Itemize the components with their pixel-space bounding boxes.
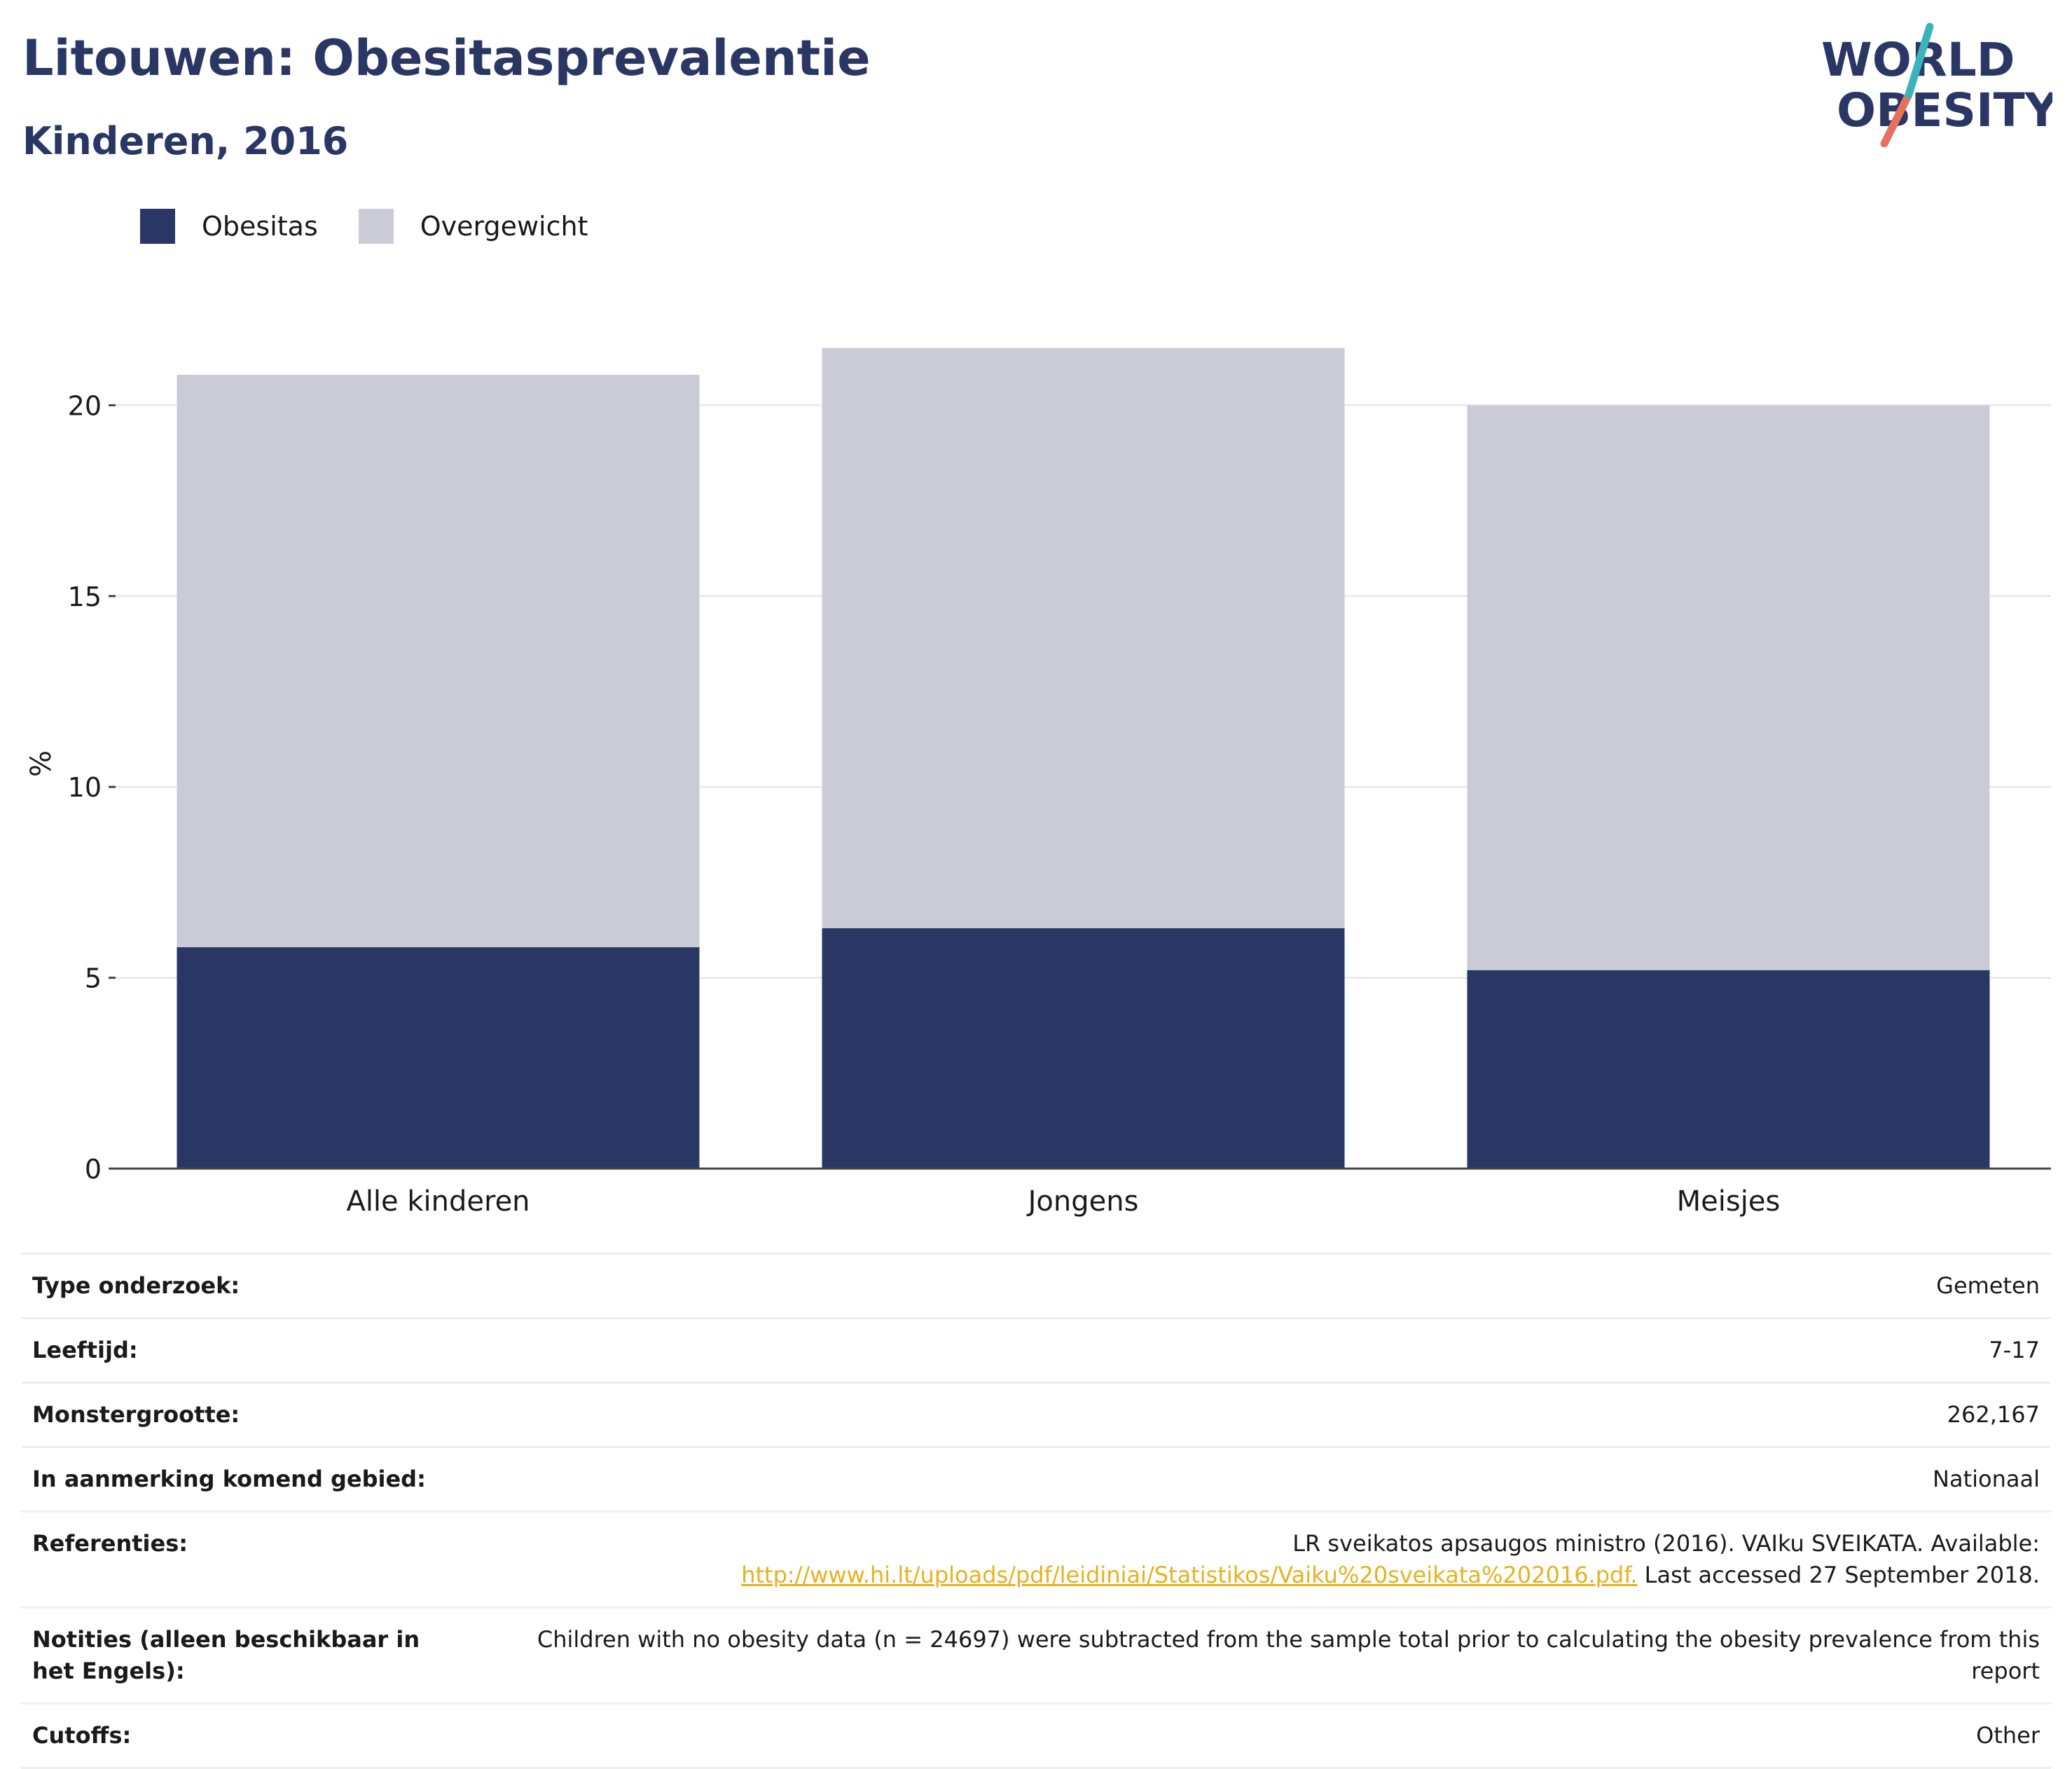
meta-value: Nationaal <box>478 1446 2051 1512</box>
legend-item-obesity[interactable]: Obesitas <box>140 209 318 244</box>
legend-swatch-overweight <box>358 209 394 244</box>
y-axis-ticks: 0 5 10 15 20 <box>68 390 116 1185</box>
meta-row-notes: Notities (alleen beschikbaar in het Enge… <box>21 1606 2051 1704</box>
metadata-table: Type onderzoek: Gemeten Leeftijd: 7-17 M… <box>21 1253 2051 1769</box>
meta-key: Type onderzoek: <box>21 1253 478 1319</box>
meta-key: Notities (alleen beschikbaar in het Enge… <box>21 1606 478 1704</box>
page-title: Litouwen: Obesitasprevalentie <box>22 29 871 87</box>
y-tick-label: 20 <box>68 390 102 421</box>
svg-text:OBESITY: OBESITY <box>1837 83 2052 137</box>
bar-overweight[interactable] <box>1467 405 1990 970</box>
meta-key: Referenties: <box>21 1510 478 1608</box>
world-obesity-logo: WORLD OBESITY <box>1821 22 2052 147</box>
meta-value: LR sveikatos apsaugos ministro (2016). V… <box>478 1510 2051 1608</box>
y-tick-label: 15 <box>68 581 102 612</box>
legend-label-overweight: Overgewicht <box>420 211 588 242</box>
x-tick-label: Alle kinderen <box>346 1185 530 1218</box>
meta-row-references: Referenties: LR sveikatos apsaugos minis… <box>21 1510 2051 1608</box>
reference-accessed: Last accessed 27 September 2018. <box>1637 1562 2040 1588</box>
reference-link[interactable]: http://www.hi.lt/uploads/pdf/leidiniai/S… <box>741 1562 1638 1588</box>
legend-item-overweight[interactable]: Overgewicht <box>358 209 588 244</box>
y-tick-label: 5 <box>85 963 102 994</box>
meta-key: Cutoffs: <box>21 1702 478 1769</box>
y-tick-label: 0 <box>85 1154 102 1185</box>
x-axis-ticks: Alle kinderen Jongens Meisjes <box>346 1185 1780 1218</box>
meta-row-age: Leeftijd: 7-17 <box>21 1317 2051 1383</box>
meta-key: In aanmerking komend gebied: <box>21 1446 478 1512</box>
chart-bars <box>177 347 1990 1169</box>
y-axis-label: % <box>25 750 57 777</box>
meta-value: Children with no obesity data (n = 24697… <box>478 1606 2051 1704</box>
chart-legend: Obesitas Overgewicht <box>140 209 629 244</box>
x-tick-label: Meisjes <box>1677 1185 1781 1218</box>
legend-label-obesity: Obesitas <box>202 211 318 242</box>
meta-value: Other <box>478 1702 2051 1769</box>
y-tick-label: 10 <box>68 772 102 803</box>
x-tick-label: Jongens <box>1026 1185 1139 1218</box>
meta-key: Leeftijd: <box>21 1317 478 1383</box>
bar-obesity[interactable] <box>1467 970 1990 1169</box>
bar-overweight[interactable] <box>822 347 1345 928</box>
reference-text: LR sveikatos apsaugos ministro (2016). V… <box>1292 1530 2040 1557</box>
meta-row-sample-size: Monstergrootte: 262,167 <box>21 1382 2051 1447</box>
meta-row-survey-type: Type onderzoek: Gemeten <box>21 1253 2051 1319</box>
meta-row-area: In aanmerking komend gebied: Nationaal <box>21 1446 2051 1512</box>
bar-obesity[interactable] <box>177 947 700 1169</box>
legend-swatch-obesity <box>140 209 175 244</box>
page-subtitle: Kinderen, 2016 <box>22 119 349 163</box>
meta-value: 7-17 <box>478 1317 2051 1383</box>
meta-key: Monstergrootte: <box>21 1382 478 1447</box>
bar-overweight[interactable] <box>177 374 700 948</box>
meta-value: 262,167 <box>478 1382 2051 1447</box>
stacked-bar-chart: 0 5 10 15 20 Alle kinderen Jongens Meisjes % <box>25 347 2051 1218</box>
bar-obesity[interactable] <box>822 928 1345 1169</box>
meta-row-cutoffs: Cutoffs: Other <box>21 1702 2051 1769</box>
meta-value: Gemeten <box>478 1253 2051 1319</box>
